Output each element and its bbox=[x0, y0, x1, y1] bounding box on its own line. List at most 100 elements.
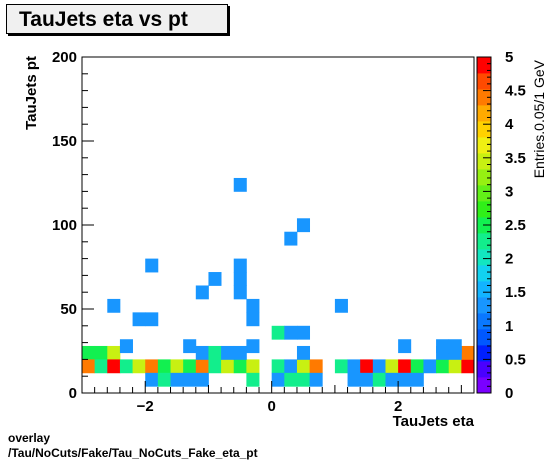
heatmap-cell bbox=[107, 298, 121, 313]
y-tick-label: 100 bbox=[52, 217, 77, 234]
x-axis-ticks: −2 0 2 bbox=[81, 381, 475, 415]
heatmap-cell bbox=[233, 272, 247, 286]
heatmap-cell bbox=[119, 339, 133, 354]
heatmap-cell bbox=[410, 359, 424, 374]
heatmap-cell bbox=[233, 359, 247, 374]
y-axis-label: TauJets pt bbox=[23, 56, 40, 130]
heatmap-cell bbox=[284, 231, 298, 246]
palette-swatch bbox=[477, 73, 491, 90]
palette-swatch bbox=[477, 329, 491, 346]
z-tick-label: 2.5 bbox=[505, 217, 526, 234]
color-palette-bar bbox=[476, 56, 492, 394]
footer-path: /Tau/NoCuts/Fake/Tau_NoCuts_Fake_eta_pt bbox=[8, 446, 258, 460]
heatmap-cell bbox=[284, 372, 298, 387]
heatmap-cell bbox=[183, 339, 197, 354]
heatmap-cell bbox=[334, 359, 348, 374]
heatmap-cell bbox=[195, 359, 209, 374]
heatmap-cell bbox=[94, 345, 108, 360]
heatmap-cell bbox=[145, 359, 159, 374]
heatmap-cell bbox=[461, 345, 475, 360]
y-tick-label: 200 bbox=[52, 49, 77, 66]
heatmap-cell bbox=[132, 312, 146, 327]
heatmap-cell bbox=[423, 359, 437, 374]
palette-swatch bbox=[477, 121, 491, 138]
heatmap-cell bbox=[170, 372, 184, 387]
heatmap-cell bbox=[221, 345, 235, 360]
palette-swatch bbox=[477, 281, 491, 298]
z-tick-label: 3.5 bbox=[505, 150, 526, 167]
heatmap-cell bbox=[221, 359, 235, 374]
heatmap-cell bbox=[436, 339, 450, 354]
palette-swatch bbox=[477, 345, 491, 362]
palette-swatch bbox=[477, 265, 491, 282]
heatmap-cell bbox=[271, 359, 285, 374]
heatmap-cell bbox=[398, 359, 412, 374]
palette-swatch bbox=[477, 377, 491, 394]
heatmap-cell bbox=[448, 339, 462, 354]
x-tick-label: −2 bbox=[137, 398, 154, 415]
palette-swatch bbox=[477, 201, 491, 218]
heatmap-cell bbox=[246, 372, 260, 387]
z-tick-label: 1.5 bbox=[505, 284, 526, 301]
z-axis-label: Entries.0.05/1 GeV bbox=[531, 59, 546, 178]
heatmap-cell bbox=[145, 372, 159, 387]
plot-frame bbox=[81, 56, 475, 394]
palette-swatch bbox=[477, 105, 491, 122]
title-box: TauJets eta vs pt bbox=[6, 4, 228, 34]
heatmap-cell bbox=[183, 359, 197, 374]
heatmap-cell bbox=[157, 359, 171, 374]
heatmap-cell bbox=[347, 359, 361, 374]
palette-swatch bbox=[477, 297, 491, 314]
heatmap-cell bbox=[145, 258, 159, 273]
palette-swatch bbox=[477, 313, 491, 330]
heatmap-cell bbox=[246, 339, 260, 354]
z-tick-label: 4.5 bbox=[505, 83, 526, 100]
heatmap-cell bbox=[208, 272, 222, 286]
z-tick-label: 0.5 bbox=[505, 351, 526, 368]
heatmap-cell bbox=[461, 359, 475, 374]
heatmap-cell bbox=[107, 345, 121, 360]
heatmap-cell bbox=[436, 359, 450, 374]
heatmap-cell bbox=[296, 359, 311, 374]
y-tick-label: 50 bbox=[60, 301, 77, 318]
heatmap-cell bbox=[284, 325, 298, 340]
heatmap-cell bbox=[398, 339, 412, 354]
heatmap-cell bbox=[246, 298, 260, 313]
heatmap-cell bbox=[372, 372, 386, 387]
heatmap-cell bbox=[372, 359, 386, 374]
heatmap-cell bbox=[284, 359, 298, 374]
heatmap-cell bbox=[119, 359, 133, 374]
x-tick-label: 0 bbox=[268, 398, 276, 415]
heatmap-cell bbox=[233, 345, 247, 360]
heatmap-cell bbox=[195, 285, 209, 300]
heatmap-cell bbox=[309, 372, 323, 387]
palette-swatch bbox=[477, 185, 491, 202]
palette-swatch bbox=[477, 57, 491, 74]
heatmap-cell bbox=[385, 359, 399, 374]
heatmap-cell bbox=[360, 359, 374, 374]
heatmap-cell bbox=[107, 359, 121, 374]
heatmap-cell bbox=[208, 359, 222, 374]
palette-swatch bbox=[477, 249, 491, 266]
heatmap-cell bbox=[246, 359, 260, 374]
palette-swatch bbox=[477, 153, 491, 170]
heatmap-cell bbox=[296, 218, 311, 233]
palette-swatch bbox=[477, 137, 491, 154]
heatmap-cell bbox=[296, 325, 311, 340]
heatmap-cell bbox=[360, 372, 374, 387]
z-tick-label: 2 bbox=[505, 251, 513, 268]
heatmap-cell bbox=[82, 359, 96, 374]
chart-title: TauJets eta vs pt bbox=[19, 8, 188, 31]
heatmap-cell bbox=[271, 325, 285, 340]
heatmap-cell bbox=[145, 312, 159, 327]
heatmap-cells bbox=[82, 177, 475, 387]
heatmap-cell bbox=[170, 359, 184, 374]
z-tick-label: 3 bbox=[505, 183, 513, 200]
heatmap-cell bbox=[385, 372, 399, 387]
heatmap-cell bbox=[309, 359, 323, 374]
heatmap-cell bbox=[334, 298, 348, 313]
heatmap-cell bbox=[195, 345, 209, 360]
heatmap-cell bbox=[208, 345, 222, 360]
z-axis-ticks: 0 0.5 1 1.5 2 2.5 3 3.5 4 4.5 5 bbox=[483, 49, 526, 402]
